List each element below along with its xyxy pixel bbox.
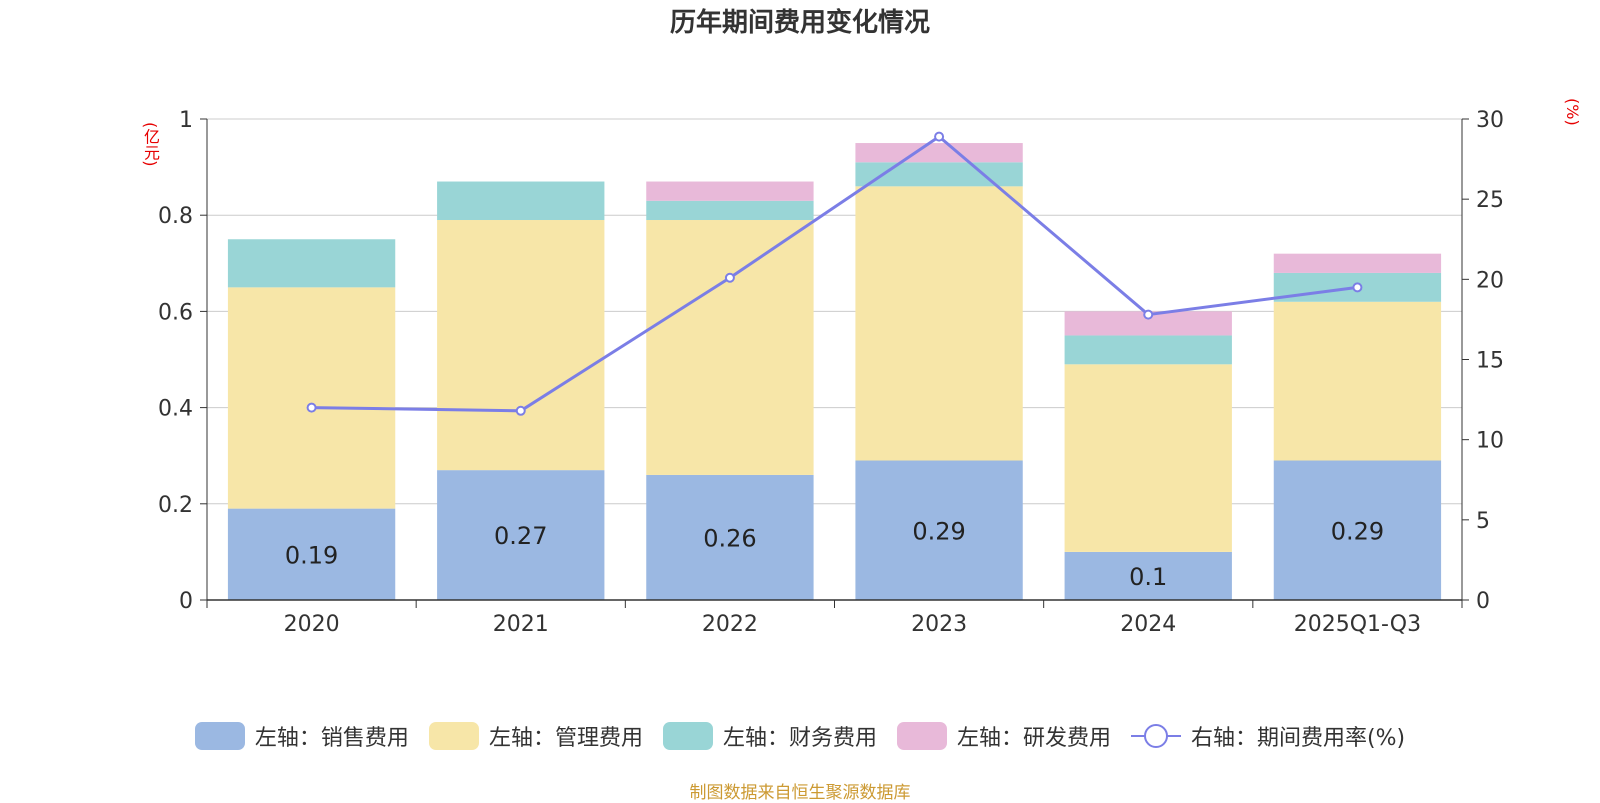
bar-segment [1064, 364, 1232, 552]
bar-segment [437, 220, 605, 471]
bar-segment [227, 508, 396, 600]
legend-item[interactable]: 左轴：财务费用 [662, 720, 877, 752]
bar-segment [227, 287, 396, 509]
left-axis-unit: (亿元) [141, 122, 160, 167]
bar-data-label: 0.27 [494, 522, 547, 550]
bar-segment [855, 460, 1023, 600]
x-axis-tick-label: 2025Q1-Q3 [1294, 612, 1421, 637]
legend-label: 左轴：研发费用 [956, 726, 1111, 751]
bar-data-label: 0.19 [285, 541, 338, 569]
legend-line-marker-icon [1130, 722, 1181, 750]
right-axis-tick-label: 10 [1476, 429, 1504, 454]
legend-item[interactable]: 右轴：期间费用率(%) [1130, 720, 1406, 752]
legend-item[interactable]: 左轴：研发费用 [896, 720, 1111, 752]
rate-point [1352, 282, 1363, 293]
x-axis-tick-label: 2023 [911, 612, 967, 637]
data-source-note: 制图数据来自恒生聚源数据库 [689, 783, 911, 803]
x-axis-tick-label: 2020 [284, 612, 340, 637]
rate-line [311, 134, 1358, 413]
bar-segment [1273, 253, 1442, 273]
legend-label: 左轴：管理费用 [488, 726, 643, 751]
bar-data-label: 0.1 [1129, 563, 1167, 591]
left-axis-tick-label: 1 [179, 108, 193, 133]
left-axis-tick-label: 0.2 [158, 493, 193, 518]
rate-point [724, 272, 735, 283]
bar-segment [855, 186, 1023, 461]
right-axis-tick-label: 30 [1476, 108, 1504, 133]
rate-point [306, 402, 317, 413]
right-axis-tick-label: 5 [1476, 509, 1490, 534]
bar-segment [437, 470, 605, 600]
bar-segment [1064, 551, 1232, 600]
legend-item[interactable]: 左轴：管理费用 [428, 720, 643, 752]
bar-segment [1273, 301, 1442, 461]
bar-segment [437, 181, 605, 221]
x-axis-tick-label: 2024 [1120, 612, 1176, 637]
bar-segment [1273, 460, 1442, 600]
left-axis-tick-label: 0.6 [158, 300, 193, 325]
x-axis-tick-label: 2022 [702, 612, 758, 637]
legend-swatch [662, 722, 713, 750]
legend-item[interactable]: 左轴：销售费用 [194, 720, 409, 752]
bar-data-label: 0.29 [1331, 517, 1384, 545]
bar-segment [227, 239, 396, 288]
left-axis-tick-label: 0 [179, 589, 193, 614]
legend-swatch [194, 722, 245, 750]
legend-label: 左轴：财务费用 [722, 726, 877, 751]
rate-point [1143, 309, 1154, 320]
right-axis-tick-label: 0 [1476, 589, 1490, 614]
legend-swatch [896, 722, 947, 750]
bar-segment [646, 220, 814, 475]
chart-title: 历年期间费用变化情况 [669, 8, 930, 38]
legend-label: 左轴：销售费用 [254, 726, 409, 751]
right-axis-tick-label: 20 [1476, 268, 1504, 293]
left-axis-tick-label: 0.8 [158, 204, 193, 229]
rate-point [934, 131, 945, 142]
bar-segment [1064, 335, 1232, 365]
right-axis-tick-label: 25 [1476, 188, 1504, 213]
left-axis-tick-label: 0.4 [158, 397, 193, 422]
right-axis-tick-label: 15 [1476, 349, 1504, 374]
bar-segment [646, 181, 814, 201]
bar-segment [646, 200, 814, 221]
legend-swatch [428, 722, 479, 750]
x-axis-tick-label: 2021 [493, 612, 549, 637]
chart-legend: 左轴：销售费用 左轴：管理费用 左轴：财务费用 左轴：研发费用 右轴：期间费用率(%) [0, 720, 1600, 752]
bar-segment [855, 143, 1023, 163]
legend-label: 右轴：期间费用率(%) [1190, 726, 1406, 751]
rate-point [515, 405, 526, 416]
bar-data-label: 0.29 [912, 517, 965, 545]
bar-data-label: 0.26 [703, 524, 756, 552]
bar-segment [855, 162, 1023, 187]
bar-segment [646, 474, 814, 600]
right-axis-unit: (%) [1563, 98, 1582, 126]
